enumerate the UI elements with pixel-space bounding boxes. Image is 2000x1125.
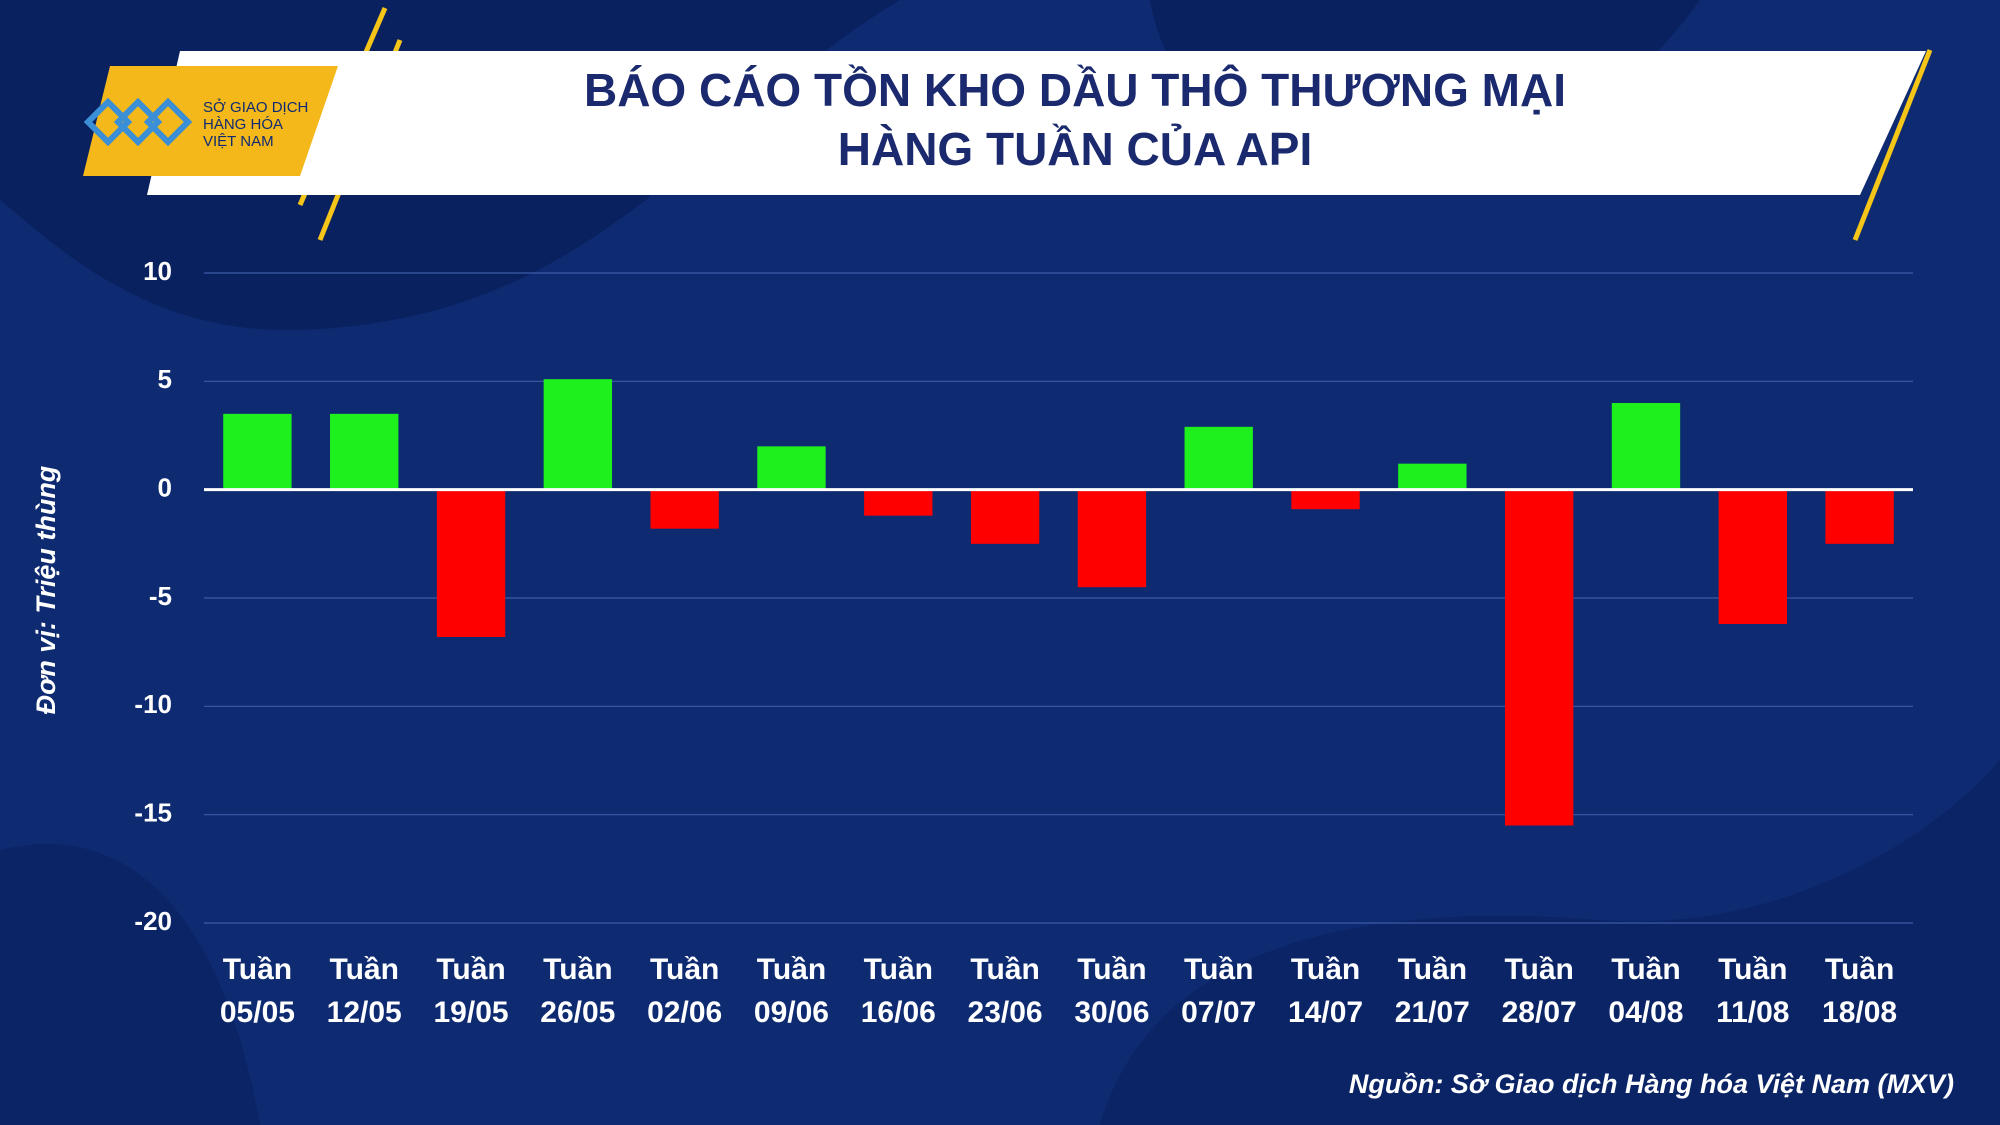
y-tick-label: 0 (158, 473, 172, 503)
bar (223, 413, 292, 490)
bar (1504, 489, 1574, 826)
bar (1611, 403, 1681, 490)
logo-text: SỞ GIAO DỊCH (203, 98, 308, 116)
chart-title: HÀNG TUẦN CỦA API (838, 123, 1312, 175)
x-tick-label: Tuần 23/06 (967, 953, 1043, 1029)
x-tick-label: Tuần 14/07 (1287, 953, 1364, 1029)
x-tick-label: Tuần 19/05 (433, 953, 509, 1029)
x-tick-label: Tuần 02/06 (647, 953, 723, 1029)
x-tick-label: Tuần 09/06 (753, 953, 829, 1029)
bar (757, 446, 826, 490)
y-axis-label: Đơn vị: Triệu thùng (31, 465, 61, 714)
x-tick-label: Tuần 04/08 (1608, 953, 1684, 1029)
logo-text: HÀNG HÓA (203, 116, 283, 133)
x-tick-label: Tuần 21/07 (1394, 953, 1470, 1029)
x-tick-label: Tuần 28/07 (1501, 953, 1577, 1029)
source-note: Nguồn: Sở Giao dịch Hàng hóa Việt Nam (M… (1349, 1069, 1954, 1099)
bar (1398, 463, 1467, 490)
x-tick-label: Tuần 30/06 (1074, 953, 1150, 1029)
x-tick-label: Tuần 12/05 (326, 953, 402, 1029)
logo-text: VIỆT NAM (203, 133, 274, 150)
bar (436, 489, 506, 637)
bar (1077, 489, 1147, 588)
x-tick-label: Tuần 11/08 (1716, 953, 1790, 1029)
x-tick-label: Tuần 16/06 (860, 953, 936, 1029)
logo-background (83, 66, 338, 176)
bar (543, 379, 613, 490)
x-tick-label: Tuần 05/05 (219, 953, 295, 1029)
chart-title: BÁO CÁO TỒN KHO DẦU THÔ THƯƠNG MẠI (584, 64, 1566, 116)
bar (330, 413, 399, 490)
bar (1291, 489, 1360, 510)
x-tick-label: Tuần 26/05 (540, 953, 616, 1029)
bar (970, 489, 1040, 544)
x-tick-label: Tuần 18/08 (1822, 953, 1898, 1029)
y-tick-label: 5 (158, 364, 172, 394)
title-banner (147, 51, 1926, 195)
y-tick-label: -20 (134, 906, 172, 936)
bar (1184, 426, 1253, 490)
bar (864, 489, 933, 516)
logo-icon (83, 97, 193, 147)
y-tick-label: -5 (149, 581, 172, 611)
y-tick-label: 10 (143, 256, 172, 286)
x-tick-label: Tuần 07/07 (1181, 953, 1257, 1029)
y-tick-label: -15 (134, 798, 172, 828)
bar (1718, 489, 1787, 624)
bar (1825, 489, 1894, 544)
bar (650, 489, 719, 529)
y-tick-label: -10 (134, 689, 172, 719)
